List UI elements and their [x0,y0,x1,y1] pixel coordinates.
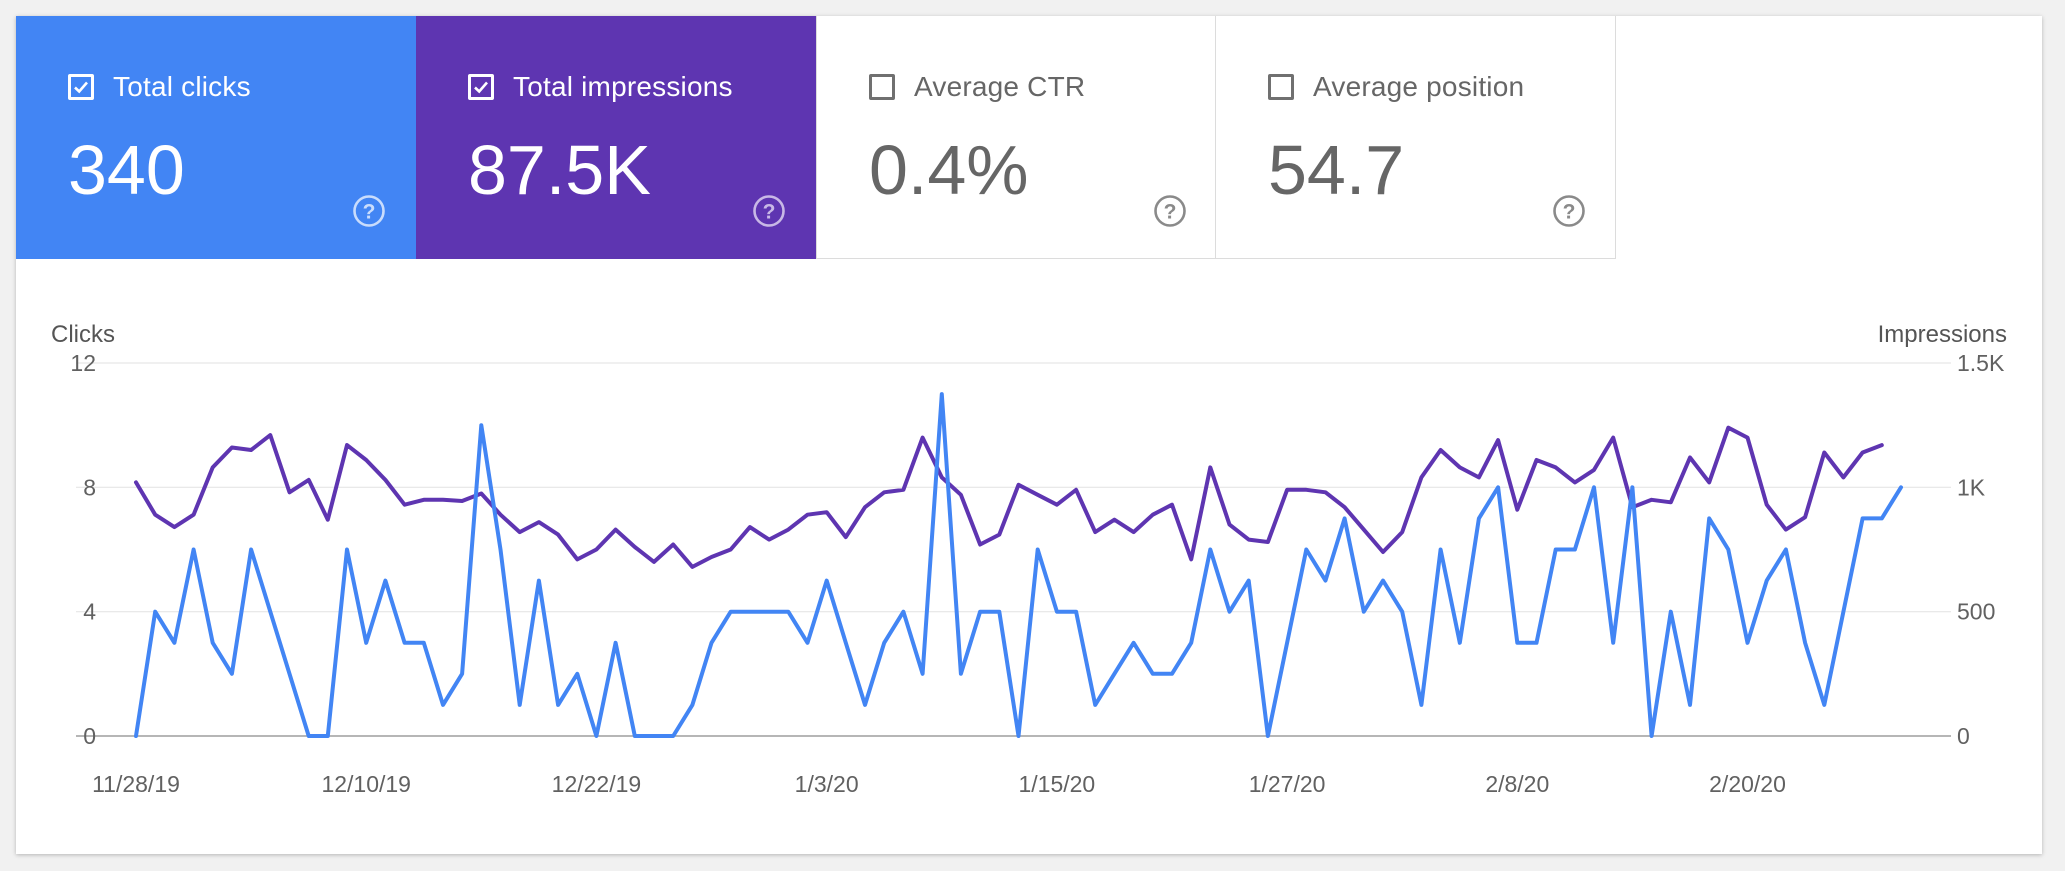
x-tick-label: 1/15/20 [1018,771,1095,797]
svg-text:?: ? [363,201,376,224]
svg-text:?: ? [1563,201,1576,224]
metric-label: Total clicks [113,71,251,102]
metric-value: 340 [68,131,185,209]
svg-text:?: ? [763,201,776,224]
series-line-total-impressions [134,425,1884,569]
x-tick-label: 11/28/19 [92,771,180,797]
checkbox-unchecked-icon[interactable] [869,74,895,100]
metric-total-clicks[interactable]: Total clicks 340 ? [16,16,416,259]
y-tick-label-right: 500 [1957,599,1995,625]
y-tick-label-right: 1K [1957,474,1986,500]
y-axis-title-right: Impressions [1878,321,2007,348]
metric-average-ctr[interactable]: Average CTR 0.4% ? [816,16,1216,259]
x-tick-label: 12/10/19 [321,771,411,797]
checkbox-checked-icon[interactable] [68,74,94,100]
metric-value: 54.7 [1268,131,1405,209]
x-tick-label: 12/22/19 [552,771,642,797]
y-tick-label-right: 0 [1957,723,1970,749]
y-tick-label-left: 8 [83,474,96,500]
y-tick-label-right: 1.5K [1957,350,2005,376]
help-circle-icon[interactable]: ? [352,194,386,228]
series-line-total-clicks [134,392,1903,738]
metric-label: Total impressions [513,71,733,102]
metric-value: 0.4% [869,131,1029,209]
y-tick-label-left: 12 [70,350,96,376]
y-tick-label-left: 4 [83,599,96,625]
metric-label: Average CTR [914,71,1086,102]
x-tick-label: 2/8/20 [1485,771,1549,797]
x-tick-label: 1/3/20 [795,771,859,797]
metric-label: Average position [1313,71,1525,102]
metric-total-impressions[interactable]: Total impressions 87.5K ? [416,16,816,259]
performance-card: Total clicks 340 ? Total impressions 87.… [16,16,2042,854]
x-tick-label: 2/20/20 [1709,771,1786,797]
y-tick-label-left: 0 [83,723,96,749]
y-axis-title-left: Clicks [51,321,115,348]
checkbox-unchecked-icon[interactable] [1268,74,1294,100]
svg-text:?: ? [1164,201,1177,224]
metric-tabs: Total clicks 340 ? Total impressions 87.… [16,16,1616,259]
help-circle-icon[interactable]: ? [1153,194,1187,228]
performance-chart: Clicks Impressions 0 0 4 500 8 1K 12 1.5K 11/28/… [51,321,2007,797]
x-tick-label: 1/27/20 [1249,771,1326,797]
help-circle-icon[interactable]: ? [1552,194,1586,228]
metric-average-position[interactable]: Average position 54.7 ? [1216,16,1616,259]
checkbox-checked-icon[interactable] [468,74,494,100]
metric-value: 87.5K [468,131,651,209]
help-circle-icon[interactable]: ? [752,194,786,228]
